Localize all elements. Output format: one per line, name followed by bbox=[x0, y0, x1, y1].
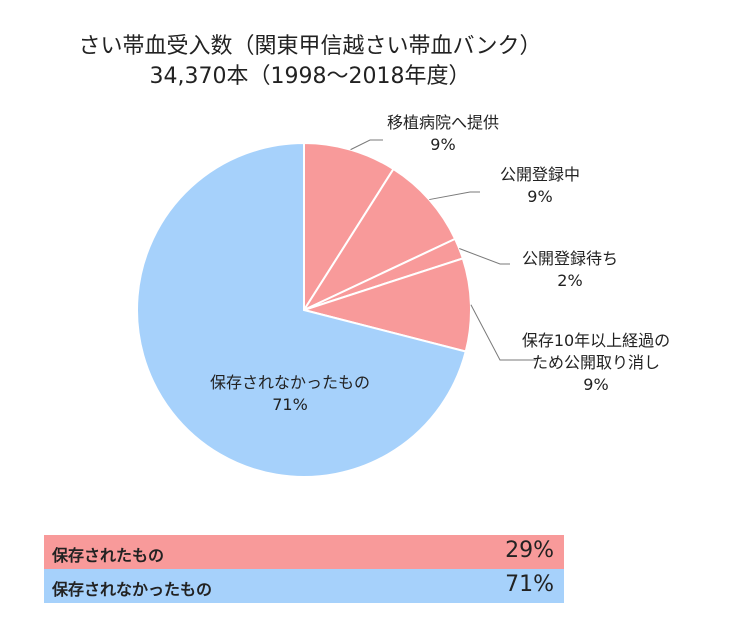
slice-percent-label: 9% bbox=[583, 375, 608, 394]
slice-percent-label: 71% bbox=[272, 395, 308, 414]
summary-label: 保存されたもの bbox=[52, 546, 165, 565]
pie-slice bbox=[303, 141, 395, 314]
summary-row-saved: 保存されたもの 29% bbox=[44, 535, 564, 569]
chart-subtitle: 34,370本（1998～2018年度） bbox=[149, 64, 471, 89]
slice-category-label: 移植病院へ提供 bbox=[387, 113, 499, 132]
slice-percent-label: 2% bbox=[557, 271, 582, 290]
pie-slice bbox=[136, 141, 467, 478]
slice-category-label: 公開登録中 bbox=[500, 165, 580, 184]
summary-value: 29% bbox=[505, 538, 554, 563]
slice-percent-label: 9% bbox=[527, 187, 552, 206]
leader-line bbox=[470, 304, 536, 361]
slice-category-label: 保存10年以上経過の bbox=[522, 331, 670, 350]
pie-slice bbox=[300, 257, 472, 353]
summary-table: 保存されたもの 29% 保存されなかったもの 71% bbox=[44, 535, 564, 603]
pie-slice bbox=[301, 167, 457, 313]
chart-title: さい帯血受入数（関東甲信越さい帯血バンク） bbox=[78, 34, 542, 59]
leader-line bbox=[459, 248, 510, 265]
leader-line bbox=[350, 139, 383, 151]
slice-category-label: 公開登録待ち bbox=[522, 249, 618, 268]
slice-percent-label: 9% bbox=[430, 135, 455, 154]
summary-label: 保存されなかったもの bbox=[52, 580, 213, 599]
slice-category-label: 保存されなかったもの bbox=[210, 373, 370, 392]
summary-value: 71% bbox=[505, 572, 554, 597]
slice-category-label: ため公開取り消し bbox=[532, 353, 660, 372]
summary-row-not-saved: 保存されなかったもの 71% bbox=[44, 569, 564, 603]
leader-line bbox=[429, 191, 480, 201]
